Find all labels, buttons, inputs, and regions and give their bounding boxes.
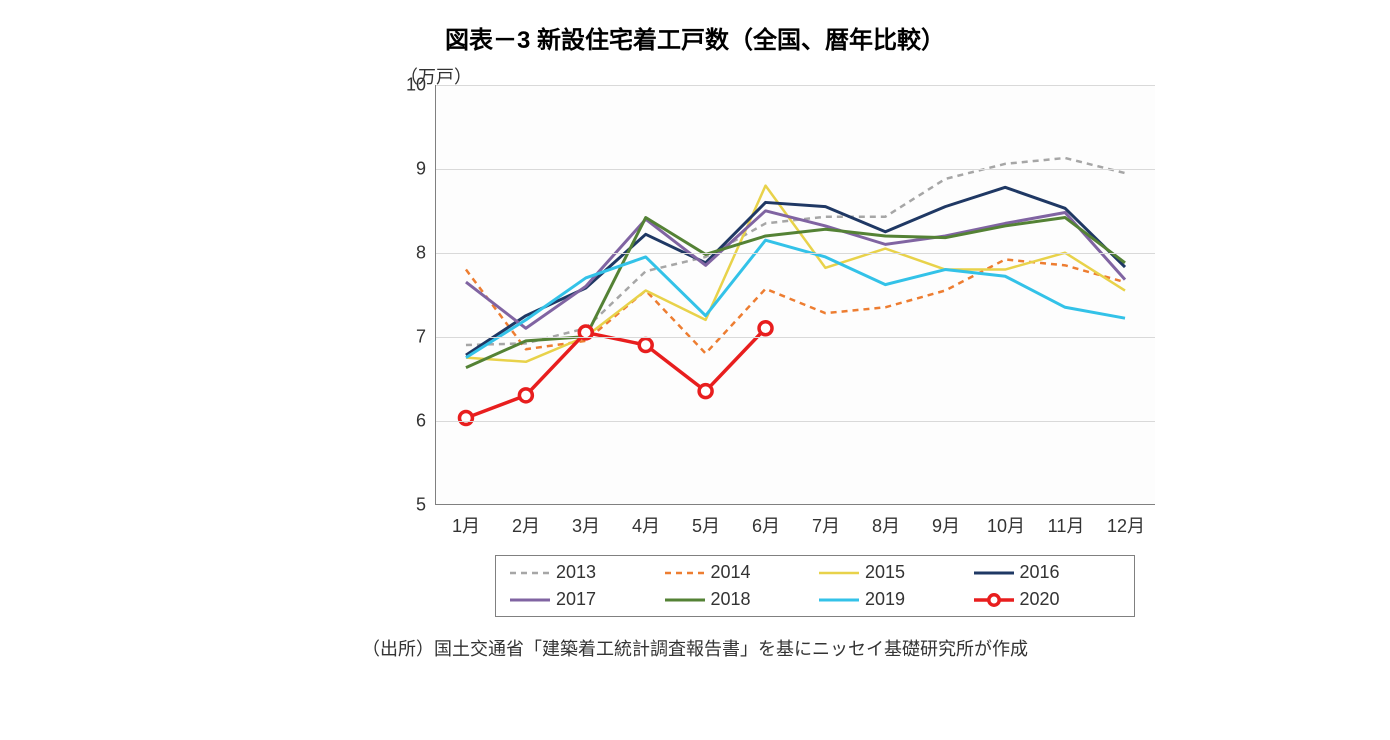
legend-label: 2020 <box>1020 589 1060 610</box>
legend-label: 2019 <box>865 589 905 610</box>
legend-label: 2015 <box>865 562 905 583</box>
x-tick-label: 2月 <box>512 504 540 538</box>
x-tick-label: 12月 <box>1107 504 1145 538</box>
legend-item: 2018 <box>665 589 812 610</box>
legend-swatch <box>510 566 550 580</box>
x-tick-label: 1月 <box>452 504 480 538</box>
y-tick-label: 9 <box>416 159 436 180</box>
legend-label: 2018 <box>711 589 751 610</box>
series-line <box>466 186 1125 362</box>
legend-swatch <box>510 593 550 607</box>
source-text: （出所）国土交通省「建築着工統計調査報告書」を基にニッセイ基礎研究所が作成 <box>362 635 1028 661</box>
legend-item: 2016 <box>974 562 1121 583</box>
legend-swatch <box>819 593 859 607</box>
legend-swatch <box>819 566 859 580</box>
legend-item: 2015 <box>819 562 966 583</box>
x-tick-label: 8月 <box>872 504 900 538</box>
legend-swatch <box>974 593 1014 607</box>
legend-swatch <box>974 566 1014 580</box>
chart-lines-svg <box>436 85 1155 504</box>
legend-item: 2017 <box>510 589 657 610</box>
gridline <box>436 337 1155 338</box>
x-tick-label: 6月 <box>752 504 780 538</box>
x-tick-label: 7月 <box>812 504 840 538</box>
x-tick-label: 11月 <box>1048 504 1085 538</box>
legend-label: 2014 <box>711 562 751 583</box>
legend-item: 2020 <box>974 589 1121 610</box>
legend-swatch <box>665 593 705 607</box>
page-title: 図表－3 新設住宅着工戸数（全国、暦年比較） <box>445 20 945 55</box>
series-marker <box>459 412 472 425</box>
y-tick-label: 7 <box>416 327 436 348</box>
x-tick-label: 3月 <box>572 504 600 538</box>
legend-item: 2014 <box>665 562 812 583</box>
gridline <box>436 169 1155 170</box>
series-marker <box>759 322 772 335</box>
series-marker <box>699 385 712 398</box>
gridline <box>436 421 1155 422</box>
chart-container: （万戸） 56789101月2月3月4月5月6月7月8月9月10月11月12月 … <box>205 65 1185 617</box>
legend-label: 2016 <box>1020 562 1060 583</box>
plot-area: 56789101月2月3月4月5月6月7月8月9月10月11月12月 <box>435 85 1155 505</box>
x-tick-label: 10月 <box>987 504 1025 538</box>
series-marker <box>639 339 652 352</box>
x-tick-label: 9月 <box>932 504 960 538</box>
gridline <box>436 85 1155 86</box>
y-tick-label: 10 <box>406 75 436 96</box>
series-line <box>466 187 1125 355</box>
legend-item: 2013 <box>510 562 657 583</box>
y-tick-label: 6 <box>416 411 436 432</box>
legend-swatch <box>665 566 705 580</box>
legend-label: 2017 <box>556 589 596 610</box>
legend-item: 2019 <box>819 589 966 610</box>
series-line <box>466 158 1125 345</box>
legend-label: 2013 <box>556 562 596 583</box>
y-tick-label: 8 <box>416 243 436 264</box>
x-tick-label: 5月 <box>692 504 720 538</box>
legend: 2013 2014 2015 2016 2017 2018 2019 2020 <box>495 555 1135 617</box>
gridline <box>436 253 1155 254</box>
series-line <box>466 328 766 418</box>
y-tick-label: 5 <box>416 495 436 516</box>
x-tick-label: 4月 <box>632 504 660 538</box>
series-marker <box>519 389 532 402</box>
